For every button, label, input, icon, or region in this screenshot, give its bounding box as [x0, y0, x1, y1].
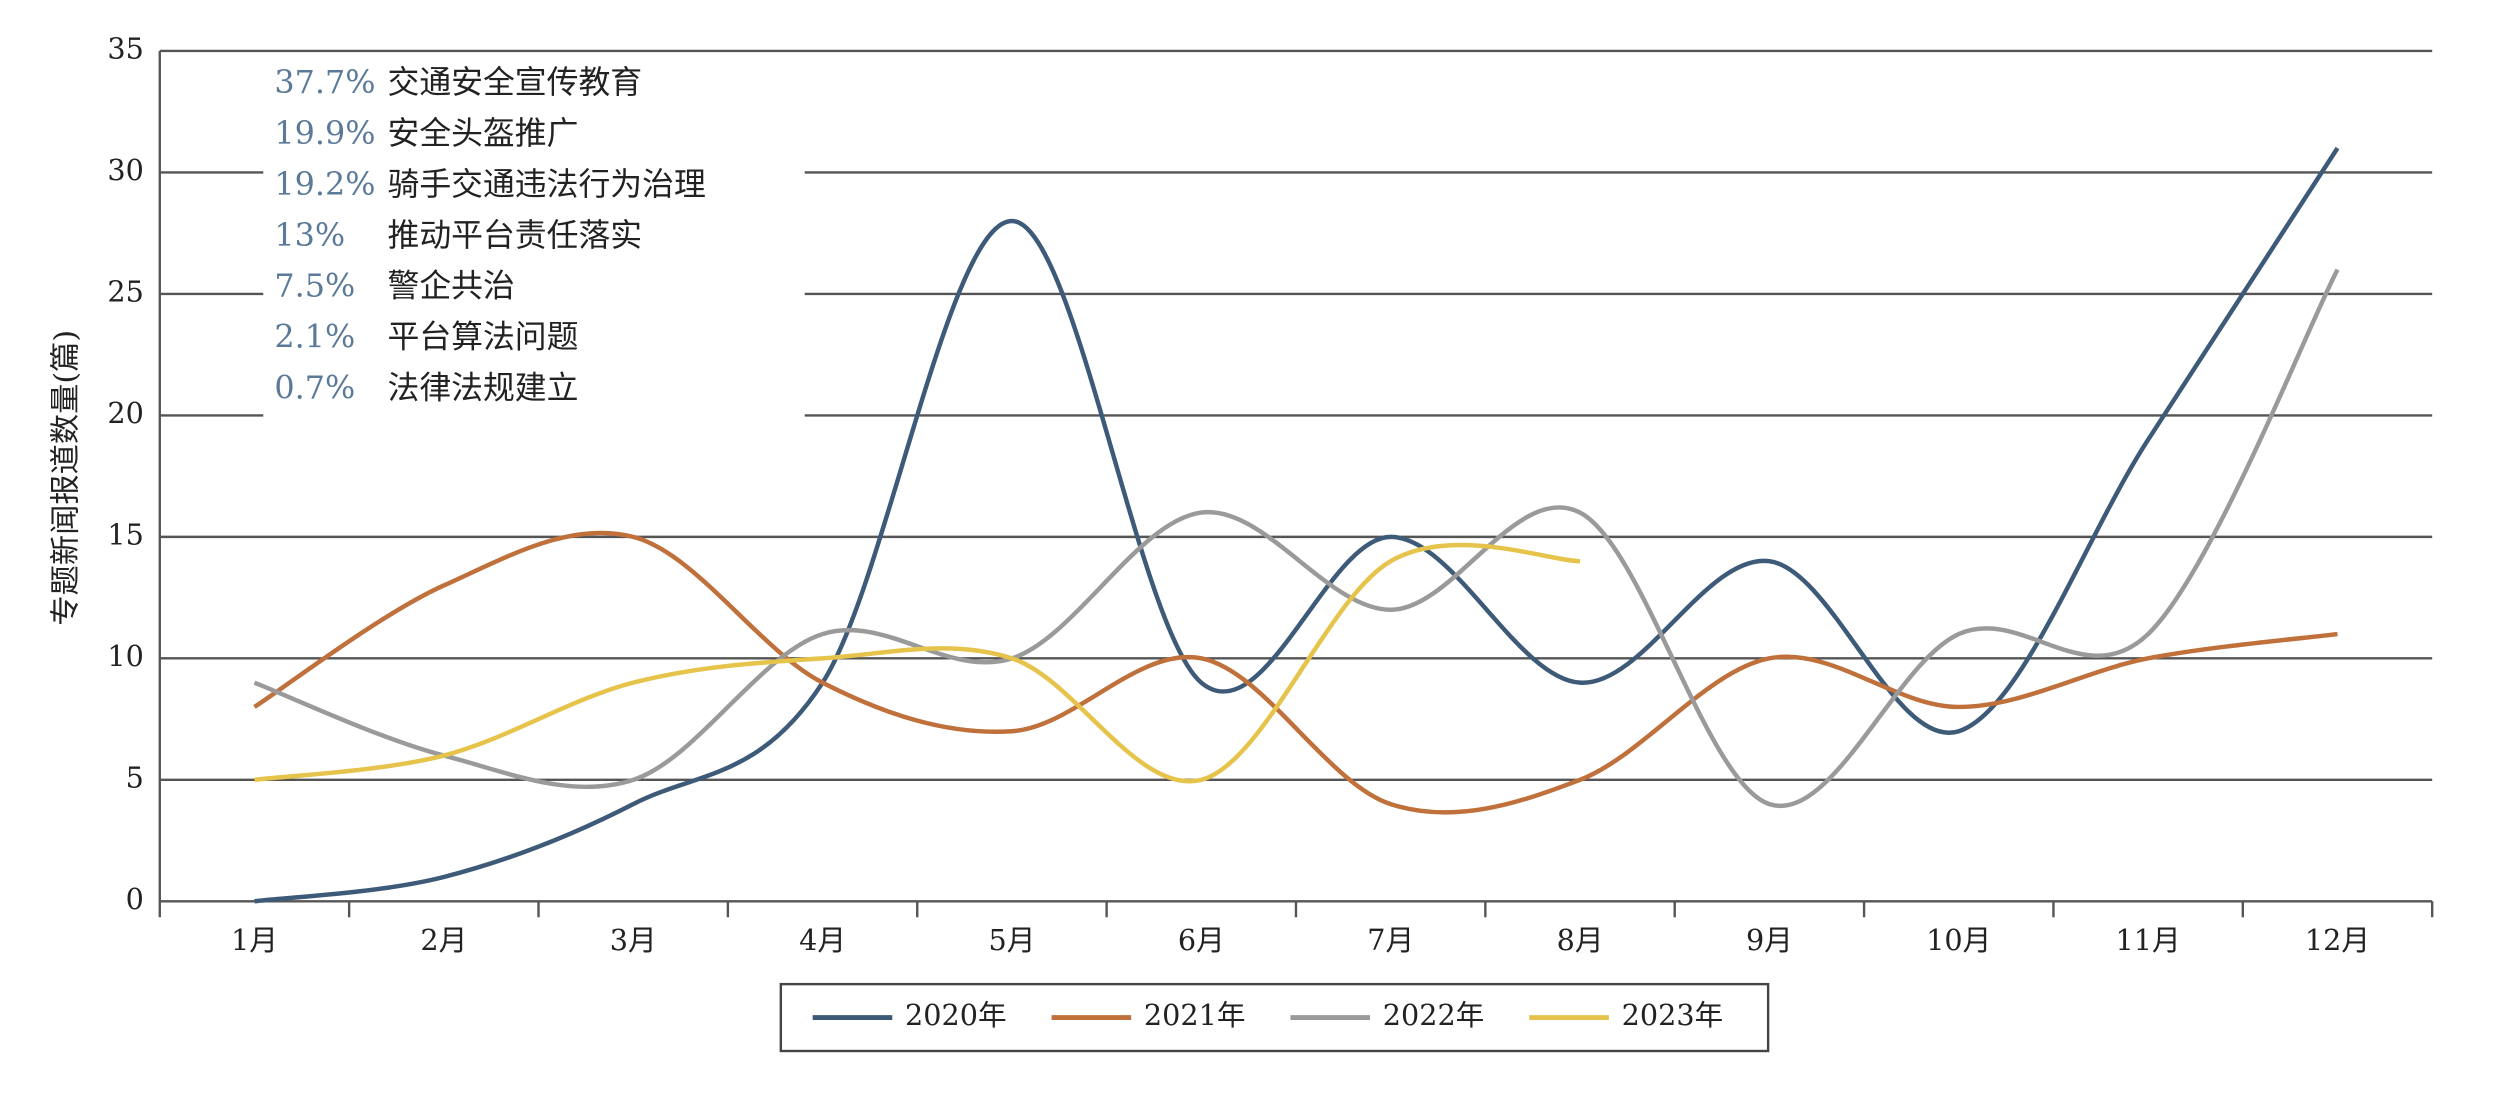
y-tick-label: 15	[107, 517, 143, 551]
x-tick-label: 9月	[1746, 923, 1793, 957]
x-tick-label: 11月	[2116, 923, 2181, 957]
legend-label: 2023年	[1622, 998, 1724, 1032]
x-tick-label: 2月	[420, 923, 467, 957]
x-tick-label: 12月	[2305, 923, 2370, 957]
x-tick-label: 3月	[610, 923, 657, 957]
annotation-percent: 13%	[274, 216, 345, 254]
legend-label: 2020年	[905, 998, 1007, 1032]
annotation-text: 推动平台责任落实	[387, 216, 642, 254]
x-tick-label: 10月	[1926, 923, 1991, 957]
annotation-percent: 7.5%	[274, 267, 355, 305]
x-tick-label: 6月	[1178, 923, 1225, 957]
series-line	[254, 146, 2340, 904]
legend-label: 2021年	[1144, 998, 1246, 1032]
y-tick-label: 30	[107, 153, 143, 187]
annotation-text: 警企共治	[387, 267, 514, 305]
series-line	[254, 542, 1581, 784]
x-tick-label: 7月	[1367, 923, 1414, 957]
series-line	[253, 268, 2340, 809]
y-tick-label: 35	[107, 31, 143, 65]
annotation-text: 骑手交通违法行为治理	[387, 165, 705, 203]
legend-label: 2022年	[1383, 998, 1485, 1032]
annotation-percent: 37.7%	[274, 63, 375, 101]
x-tick-label: 4月	[799, 923, 846, 957]
annotation-percent: 2.1%	[274, 318, 355, 356]
y-tick-label: 10	[107, 639, 143, 673]
annotation-text: 交通安全宣传教育	[387, 63, 642, 101]
x-tick-label: 8月	[1557, 923, 1604, 957]
x-tick-label: 1月	[231, 923, 278, 957]
series-line	[253, 530, 2338, 815]
y-tick-label: 0	[126, 882, 144, 916]
y-tick-label: 25	[107, 274, 143, 308]
annotation-percent: 0.7%	[274, 369, 355, 407]
annotation-text: 平台算法问题	[387, 318, 578, 356]
annotation-percent: 19.9%	[274, 114, 375, 152]
annotation-percent: 19.2%	[274, 165, 375, 203]
annotation-text: 法律法规建立	[387, 369, 578, 407]
y-tick-label: 5	[126, 760, 144, 794]
y-tick-label: 20	[107, 396, 143, 430]
x-tick-label: 5月	[988, 923, 1035, 957]
annotation-text: 安全头盔推广	[387, 114, 578, 152]
annotation-background	[263, 60, 805, 418]
y-axis-title: 专题新闻报道数量(篇)	[48, 330, 83, 626]
